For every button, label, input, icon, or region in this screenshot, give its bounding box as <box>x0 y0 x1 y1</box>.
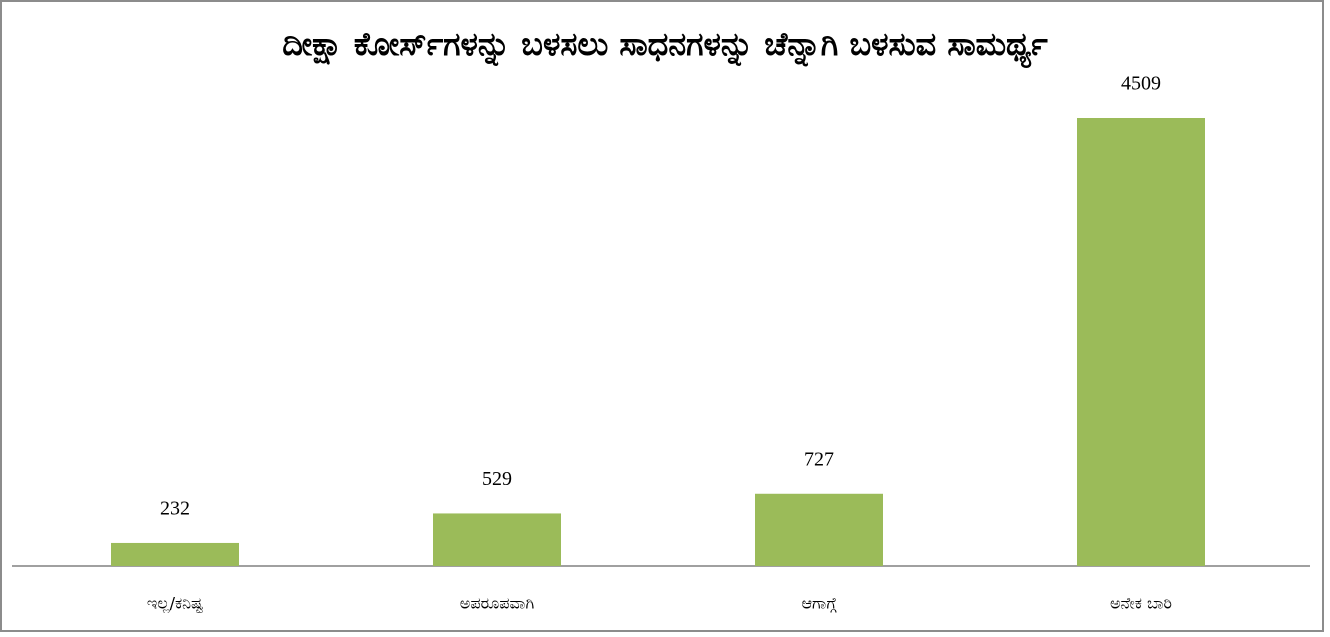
data-label: 232 <box>160 498 190 520</box>
data-label: 529 <box>482 468 512 490</box>
data-label: 4509 <box>1121 73 1161 95</box>
data-label: 727 <box>804 448 834 470</box>
x-tick-label: ಅನೇಕ ಬಾರಿ <box>1110 594 1172 613</box>
x-tick-label: ಆಗಾಗ್ಗೆ <box>801 594 837 613</box>
chart-title: ದೀಕ್ಷಾ ಕೋರ್ಸ್‌ಗಳನ್ನು ಬಳಸಲು ಸಾಧನಗಳನ್ನು ಚೆ… <box>282 25 1048 69</box>
bar <box>111 542 239 566</box>
bar <box>755 493 883 566</box>
x-tick-label: ಅಪರೂಪವಾಗಿ <box>460 594 535 613</box>
bar <box>1077 118 1205 566</box>
bar <box>433 513 561 566</box>
x-tick-label: ಇಲ್ಲ/ಕನಿಷ್ಟ <box>147 594 204 614</box>
